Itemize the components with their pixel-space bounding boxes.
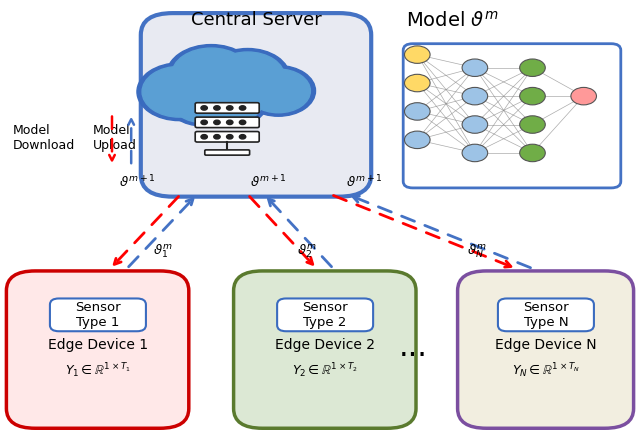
FancyBboxPatch shape <box>195 117 259 128</box>
Circle shape <box>404 131 430 149</box>
FancyBboxPatch shape <box>195 132 259 142</box>
Text: Sensor
Type 1: Sensor Type 1 <box>75 301 121 329</box>
Circle shape <box>205 83 262 122</box>
Circle shape <box>227 135 233 139</box>
Text: Sensor
Type 2: Sensor Type 2 <box>302 301 348 329</box>
Text: Central Server: Central Server <box>191 11 321 29</box>
Circle shape <box>462 87 488 105</box>
FancyBboxPatch shape <box>205 150 250 155</box>
Circle shape <box>239 106 246 110</box>
Circle shape <box>227 106 233 110</box>
Text: $\vartheta_N^m$: $\vartheta_N^m$ <box>467 243 486 260</box>
Text: $Y_1 \in \mathbb{R}^{1\times T_1}$: $Y_1 \in \mathbb{R}^{1\times T_1}$ <box>65 361 131 380</box>
Text: Edge Device N: Edge Device N <box>495 338 596 352</box>
Circle shape <box>214 135 220 139</box>
Circle shape <box>239 120 246 125</box>
Circle shape <box>404 74 430 92</box>
FancyBboxPatch shape <box>234 271 416 428</box>
Circle shape <box>520 116 545 133</box>
Circle shape <box>227 120 233 125</box>
Circle shape <box>211 52 285 103</box>
Circle shape <box>201 135 207 139</box>
Circle shape <box>172 48 251 102</box>
Circle shape <box>201 120 207 125</box>
Circle shape <box>166 45 256 106</box>
Text: Sensor
Type N: Sensor Type N <box>523 301 569 329</box>
Text: $\vartheta_1^m$: $\vartheta_1^m$ <box>154 243 173 260</box>
FancyBboxPatch shape <box>498 298 594 331</box>
Circle shape <box>462 144 488 162</box>
Circle shape <box>137 63 221 121</box>
Circle shape <box>173 83 230 122</box>
Text: Edge Device 1: Edge Device 1 <box>48 338 148 352</box>
Circle shape <box>205 49 290 106</box>
FancyBboxPatch shape <box>458 271 634 428</box>
Circle shape <box>239 135 246 139</box>
Circle shape <box>201 106 207 110</box>
Circle shape <box>571 87 596 105</box>
Text: $\vartheta^{m+1}$: $\vartheta^{m+1}$ <box>346 173 383 190</box>
FancyBboxPatch shape <box>277 298 373 331</box>
FancyBboxPatch shape <box>141 13 371 197</box>
Text: ...: ... <box>398 333 428 362</box>
Circle shape <box>520 59 545 76</box>
Circle shape <box>200 80 268 126</box>
Text: Model
Upload: Model Upload <box>93 124 137 152</box>
Text: $\vartheta_2^m$: $\vartheta_2^m$ <box>298 243 317 260</box>
Circle shape <box>462 59 488 76</box>
Circle shape <box>168 80 236 126</box>
Circle shape <box>520 144 545 162</box>
Circle shape <box>520 87 545 105</box>
Circle shape <box>404 103 430 120</box>
Text: $Y_2 \in \mathbb{R}^{1\times T_2}$: $Y_2 \in \mathbb{R}^{1\times T_2}$ <box>292 361 358 380</box>
Text: $Y_N \in \mathbb{R}^{1\times T_N}$: $Y_N \in \mathbb{R}^{1\times T_N}$ <box>512 361 580 380</box>
Text: $\vartheta^{m+1}$: $\vartheta^{m+1}$ <box>119 173 156 190</box>
Text: Edge Device 2: Edge Device 2 <box>275 338 375 352</box>
Text: Model
Download: Model Download <box>13 124 75 152</box>
Text: $\vartheta^{m+1}$: $\vartheta^{m+1}$ <box>250 173 287 190</box>
FancyBboxPatch shape <box>195 103 259 113</box>
Circle shape <box>214 106 220 110</box>
FancyBboxPatch shape <box>6 271 189 428</box>
Circle shape <box>462 116 488 133</box>
Circle shape <box>404 46 430 63</box>
FancyBboxPatch shape <box>403 44 621 188</box>
FancyBboxPatch shape <box>50 298 146 331</box>
Text: Model $\vartheta^m$: Model $\vartheta^m$ <box>406 11 499 31</box>
Circle shape <box>142 66 216 117</box>
Circle shape <box>241 66 316 116</box>
Circle shape <box>214 120 220 125</box>
Circle shape <box>246 69 310 113</box>
